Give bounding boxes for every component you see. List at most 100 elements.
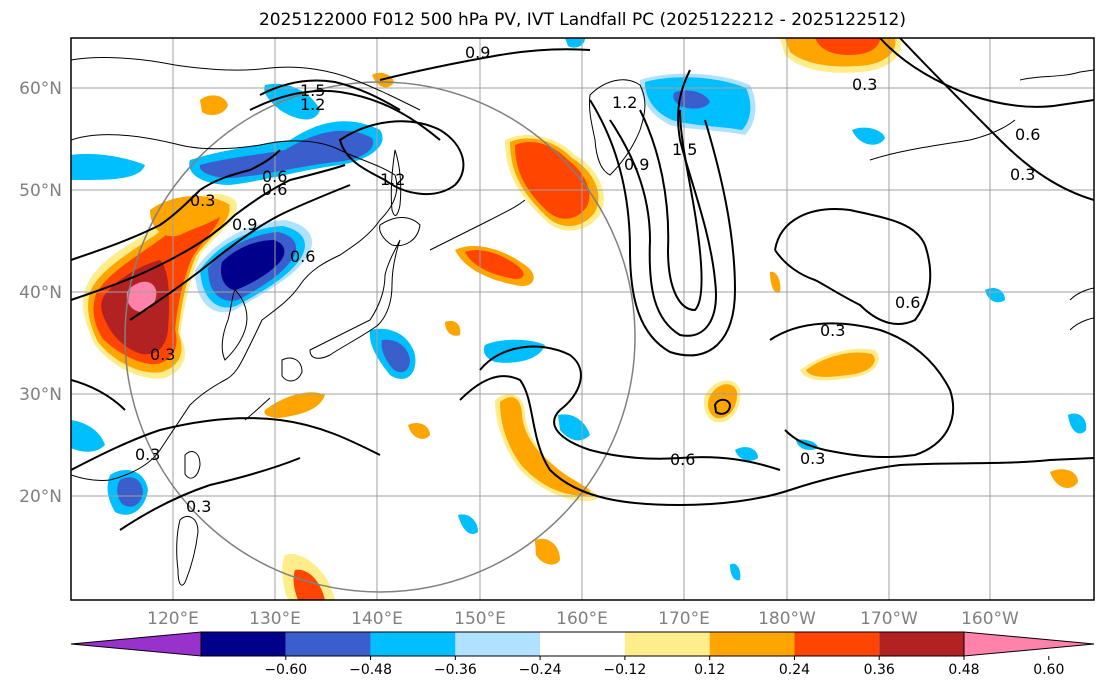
coastline-philippines bbox=[176, 516, 199, 586]
contour-label-0-3-west: 0.3 bbox=[150, 345, 175, 364]
lat-label-50n: 50°N bbox=[19, 181, 62, 201]
lon-label-160e: 160°E bbox=[556, 609, 608, 629]
colorbar-tick-label: 0.36 bbox=[864, 662, 895, 678]
pv-contour-0-6-east bbox=[774, 208, 932, 325]
contour-label-0-6-ne: 0.6 bbox=[1015, 125, 1040, 144]
colorbar-segment bbox=[285, 632, 371, 656]
pv-contour-0-3-west bbox=[71, 149, 281, 261]
cold-anomaly-small-3 bbox=[1068, 413, 1087, 434]
coastline-asia-mainland bbox=[71, 134, 398, 481]
contour-label-1-2-trough: 1.2 bbox=[612, 93, 637, 112]
coastline-north-asia bbox=[71, 57, 421, 111]
lon-label-170e: 170°E bbox=[658, 609, 710, 629]
pv-contour-southwest-loop bbox=[71, 379, 126, 411]
contour-label-1-5: 1.5 bbox=[300, 81, 325, 100]
coastline-sakhalin bbox=[390, 149, 402, 216]
pv-contour-1-2 bbox=[249, 89, 441, 141]
lon-label-170w: 170°W bbox=[860, 609, 918, 629]
contour-label-0-9: 0.9 bbox=[232, 215, 257, 234]
cold-anomaly-japan-blue bbox=[381, 339, 410, 373]
contour-label-0-9-top: 0.9 bbox=[465, 43, 490, 62]
contour-label-0-3-sw2: 0.3 bbox=[186, 497, 211, 516]
colorbar-segment bbox=[455, 632, 541, 656]
map-title: 2025122000 F012 500 hPa PV, IVT Landfall… bbox=[258, 10, 906, 30]
cold-anomaly-kamchatka-blue bbox=[673, 90, 710, 109]
warm-anomaly-small-1 bbox=[408, 423, 430, 439]
coastline-japan-hokkaido bbox=[379, 217, 421, 247]
coastline-kuril bbox=[429, 199, 526, 251]
cold-anomaly-small-2 bbox=[852, 127, 885, 145]
contour-label-0-3-ne: 0.3 bbox=[852, 75, 877, 94]
colorbar-tick-label: −0.36 bbox=[434, 662, 477, 678]
coastlines bbox=[71, 57, 1094, 586]
warm-anomaly-small-2 bbox=[445, 320, 461, 336]
contour-label-0-3-ne2: 0.3 bbox=[1010, 165, 1035, 184]
contour-label-0-3-east: 0.3 bbox=[820, 321, 845, 340]
pv-contour-0-9 bbox=[129, 184, 351, 321]
gridlines bbox=[71, 38, 1094, 600]
contour-label-0-6-east: 0.6 bbox=[895, 293, 920, 312]
contour-label-0-6-south: 0.6 bbox=[670, 450, 695, 469]
colorbar-extend-low bbox=[70, 631, 202, 657]
pv-contour-trough-3 bbox=[589, 99, 737, 357]
contour-label-group: 1.5 1.2 0.9 0.6 0.3 0.9 0.6 0.3 0.6 0.6 … bbox=[135, 43, 1040, 516]
colorbar-segment bbox=[370, 632, 456, 656]
cold-anomaly-west-edge bbox=[71, 153, 145, 180]
colorbar-segment bbox=[794, 632, 880, 656]
pv-contour-0-3-south bbox=[459, 375, 1094, 507]
contour-label-1-5-trough: 1.5 bbox=[672, 140, 697, 159]
colorbar-segment bbox=[624, 632, 710, 656]
pv-contour-trough-1 bbox=[609, 69, 717, 337]
cold-anomaly-kuril bbox=[264, 83, 320, 120]
colorbar-segment bbox=[201, 632, 286, 656]
warm-anomaly-north-korea bbox=[150, 195, 230, 237]
colorbar-extend-high bbox=[963, 631, 1095, 657]
colorbar-segment bbox=[709, 632, 795, 656]
colorbar-tick-label: −0.12 bbox=[603, 662, 646, 678]
contour-label-1-2-b: 1.2 bbox=[380, 170, 405, 189]
pv-contour-0-3-east bbox=[769, 322, 955, 459]
pv-contour-0-9-top bbox=[379, 48, 591, 81]
contour-label-0-6-c: 0.6 bbox=[262, 167, 287, 186]
contour-label-1-2: 1.2 bbox=[300, 95, 325, 114]
cold-anomaly-small-7 bbox=[735, 447, 758, 461]
lat-label-40n: 40°N bbox=[19, 283, 62, 303]
coastline-kyushu bbox=[281, 357, 303, 382]
contour-label-0-6-b: 0.6 bbox=[290, 247, 315, 266]
colorbar-tick-label: 0.48 bbox=[948, 662, 979, 678]
cold-anomaly-small-1 bbox=[565, 38, 585, 48]
lon-label-120e: 120°E bbox=[147, 609, 199, 629]
pv-contour-trough-2 bbox=[639, 109, 703, 312]
warm-anomaly-south-small bbox=[535, 538, 560, 565]
coastline-alaska bbox=[869, 69, 1094, 161]
pv-contour-0-3-sw2 bbox=[119, 457, 301, 531]
lon-label-160w: 160°W bbox=[961, 609, 1019, 629]
cold-anomaly-small-6 bbox=[730, 563, 741, 581]
colorbar: −0.60 −0.48 −0.36 −0.24 −0.12 0.12 0.24 0.36 0.4… bbox=[70, 631, 1095, 678]
warm-anomaly-crescent-orange bbox=[500, 397, 591, 496]
coastline-japan-honshu bbox=[309, 239, 401, 359]
contour-label-0-9-trough: 0.9 bbox=[624, 155, 649, 174]
warm-anomaly-small-5 bbox=[1050, 469, 1078, 488]
pv-contour-loop-north bbox=[338, 120, 465, 196]
contour-label-0-3-sw: 0.3 bbox=[135, 445, 160, 464]
warm-anomaly-small-6 bbox=[770, 271, 781, 293]
pv-contour-0-6-south bbox=[479, 345, 781, 471]
longitude-axis: 120°E 130°E 140°E 150°E 160°E 170°E 180°… bbox=[147, 609, 1019, 629]
pv-contour-1-5 bbox=[259, 79, 401, 111]
lon-label-140e: 140°E bbox=[351, 609, 403, 629]
contour-label-0-6: 0.6 bbox=[262, 180, 287, 199]
coastline-korea bbox=[221, 289, 248, 361]
pv-contour-ne-2 bbox=[899, 38, 1094, 201]
warm-anomaly-small-3 bbox=[200, 95, 228, 116]
pv-contour-ne bbox=[879, 38, 1094, 108]
cold-anomaly-small-4 bbox=[458, 514, 478, 535]
warm-anomaly-ryukyu bbox=[264, 392, 325, 418]
cold-anomaly-west-edge-south bbox=[71, 420, 105, 452]
cold-anomaly-soj-navy bbox=[220, 240, 285, 290]
cold-anomaly-taiwan-blue bbox=[117, 477, 143, 507]
landfall-region-circle bbox=[124, 81, 636, 593]
lon-label-130e: 130°E bbox=[249, 609, 301, 629]
pv-contours bbox=[71, 38, 1094, 531]
